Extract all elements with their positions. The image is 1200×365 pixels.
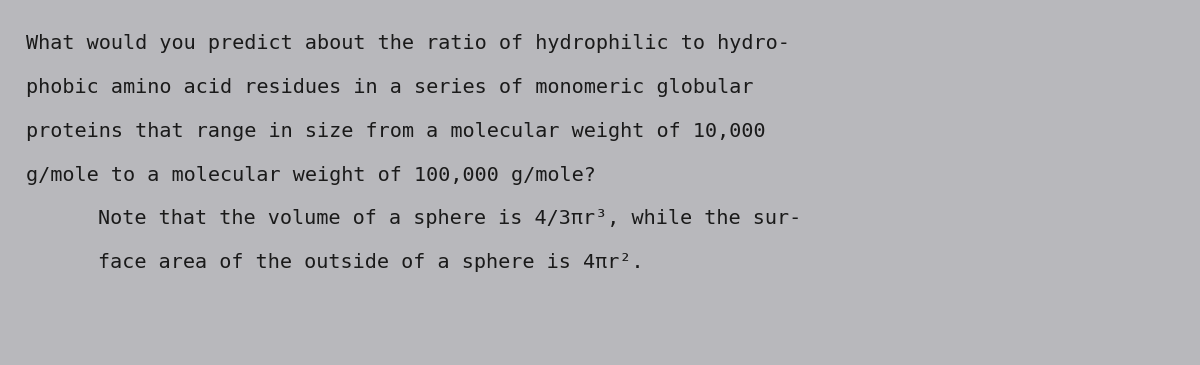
Text: Note that the volume of a sphere is 4/3πr³, while the sur-: Note that the volume of a sphere is 4/3π… (98, 210, 802, 228)
Text: phobic amino acid residues in a series of monomeric globular: phobic amino acid residues in a series o… (26, 78, 754, 97)
Text: What would you predict about the ratio of hydrophilic to hydro-: What would you predict about the ratio o… (26, 34, 791, 53)
Text: face area of the outside of a sphere is 4πr².: face area of the outside of a sphere is … (98, 253, 644, 272)
Text: g/mole to a molecular weight of 100,000 g/mole?: g/mole to a molecular weight of 100,000 … (26, 166, 596, 185)
Text: proteins that range in size from a molecular weight of 10,000: proteins that range in size from a molec… (26, 122, 766, 141)
